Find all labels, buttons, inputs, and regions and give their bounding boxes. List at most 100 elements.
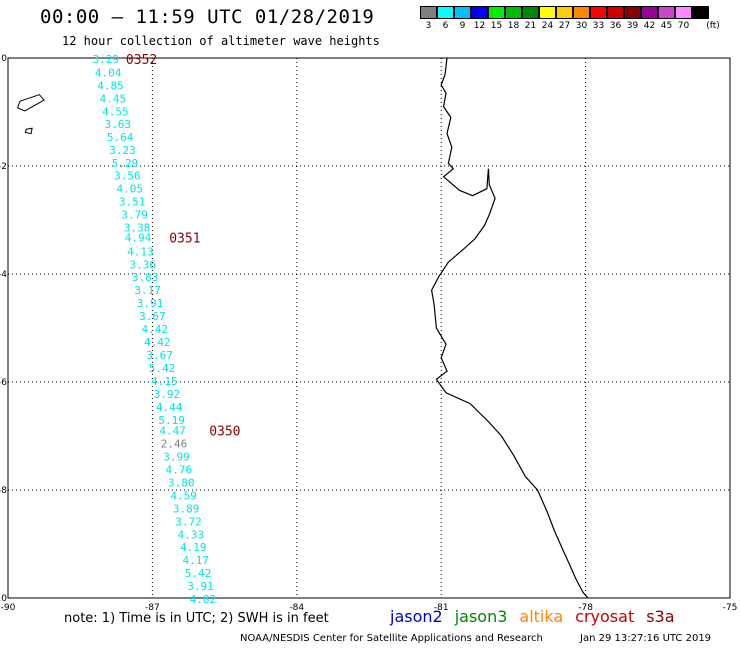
swh-value: 3.72 <box>175 515 202 528</box>
legend-label: 39 <box>626 21 639 31</box>
swh-value: 4.76 <box>166 463 193 476</box>
legend-swatch <box>488 6 505 19</box>
swh-value: 3.51 <box>119 196 146 209</box>
swh-value: 4.47 <box>159 425 186 438</box>
satellite-jason2: jason2 <box>390 607 443 626</box>
y-tick-label: -8 <box>0 486 7 496</box>
swh-value: 4.94 <box>125 231 152 244</box>
swh-value: 4.19 <box>180 541 207 554</box>
swh-value: 5.42 <box>185 567 212 580</box>
swh-value: 3.29 <box>92 53 119 66</box>
legend-label: 30 <box>575 21 588 31</box>
page-title: 00:00 – 11:59 UTC 01/28/2019 <box>40 6 375 28</box>
coastline <box>430 57 589 599</box>
swh-value: 4.85 <box>97 80 124 93</box>
swh-value: 3.83 <box>132 271 159 284</box>
legend-label: 45 <box>660 21 673 31</box>
legend-swatch <box>607 6 624 19</box>
swh-value: 4.17 <box>182 554 209 567</box>
swh-value: 4.44 <box>156 401 183 414</box>
x-tick-label: -81 <box>434 603 449 613</box>
swh-value: 4.45 <box>100 93 127 106</box>
legend-label: 21 <box>524 21 537 31</box>
legend-swatch <box>522 6 539 19</box>
x-tick-label: -78 <box>578 603 593 613</box>
swh-value: 3.92 <box>154 388 181 401</box>
legend-swatch <box>692 6 709 19</box>
y-tick-label: 0 <box>1 54 7 64</box>
y-tick-label: -2 <box>0 162 7 172</box>
satellite-cryosat: cryosat <box>575 607 635 626</box>
swh-value: 4.13 <box>127 245 154 258</box>
legend-swatch <box>437 6 454 19</box>
legend-swatch <box>420 6 437 19</box>
satellite-altika: altika <box>519 607 564 626</box>
legend-swatch <box>505 6 522 19</box>
swh-value: 4.59 <box>170 489 197 502</box>
credit-line: NOAA/NESDIS Center for Satellite Applica… <box>240 633 543 644</box>
swh-value: 3.36 <box>130 258 157 271</box>
legend-swatch <box>454 6 471 19</box>
legend-unit: (ft) <box>706 21 720 31</box>
swh-value: 5.64 <box>107 131 134 144</box>
legend-label: 9 <box>459 21 466 31</box>
pass-time-label: 0350 <box>209 425 240 440</box>
swh-value: 4.42 <box>142 323 169 336</box>
swh-value: 2.46 <box>161 438 188 451</box>
legend-swatch <box>471 6 488 19</box>
island <box>24 127 33 135</box>
legend-swatch <box>641 6 658 19</box>
swh-value: 4.15 <box>151 375 178 388</box>
y-tick-label: -10 <box>0 594 7 604</box>
swh-value: 5.29 <box>112 157 139 170</box>
satellite-s3a: s3a <box>646 607 675 626</box>
swh-value: 4.82 <box>190 593 217 606</box>
swh-value: 3.38 <box>124 222 151 235</box>
legend-label: 12 <box>473 21 486 31</box>
x-tick-label: -75 <box>723 603 738 613</box>
legend-label: 18 <box>507 21 520 31</box>
legend-label: 3 <box>425 21 432 31</box>
swh-value: 3.91 <box>137 297 164 310</box>
swh-value: 4.05 <box>117 183 144 196</box>
legend-label: 15 <box>490 21 503 31</box>
color-legend: 3 6 9 12 15 18 21 24 27 30 33 36 39 42 45 70 (ft) <box>420 6 720 33</box>
legend-swatch <box>675 6 692 19</box>
legend-label: 42 <box>643 21 656 31</box>
island <box>16 94 45 112</box>
swh-value: 3.99 <box>163 451 190 464</box>
swh-value: 3.56 <box>114 170 141 183</box>
x-tick-label: -87 <box>145 603 160 613</box>
legend-swatch <box>590 6 607 19</box>
x-tick-label: -84 <box>289 603 304 613</box>
pass-time-label: 0352 <box>126 53 157 68</box>
y-tick-label: -6 <box>0 378 7 388</box>
legend-swatch <box>539 6 556 19</box>
swh-value: 5.42 <box>149 362 176 375</box>
legend-label: 36 <box>609 21 622 31</box>
legend-swatch <box>573 6 590 19</box>
swh-value: 4.04 <box>95 67 122 80</box>
swh-value: 4.33 <box>178 528 205 541</box>
swh-value: 5.19 <box>158 414 185 427</box>
swh-value: 3.79 <box>121 209 148 222</box>
swh-value: 3.91 <box>187 580 214 593</box>
legend-swatches <box>420 6 709 19</box>
swh-value: 3.80 <box>168 476 195 489</box>
swh-value: 4.42 <box>144 336 171 349</box>
swh-value: 3.63 <box>104 118 131 131</box>
legend-label: 27 <box>558 21 571 31</box>
legend-swatch <box>658 6 675 19</box>
legend-swatch <box>624 6 641 19</box>
legend-label: 33 <box>592 21 605 31</box>
page-subtitle: 12 hour collection of altimeter wave hei… <box>62 34 380 48</box>
satellite-legend: jason2 jason3 altika cryosat s3a <box>390 607 687 626</box>
swh-value: 3.67 <box>146 349 173 362</box>
swh-value: 3.67 <box>139 310 166 323</box>
legend-swatch <box>556 6 573 19</box>
legend-label: 6 <box>442 21 449 31</box>
x-tick-label: -90 <box>1 603 16 613</box>
swh-value: 3.89 <box>173 502 200 515</box>
satellite-jason3: jason3 <box>454 607 508 626</box>
